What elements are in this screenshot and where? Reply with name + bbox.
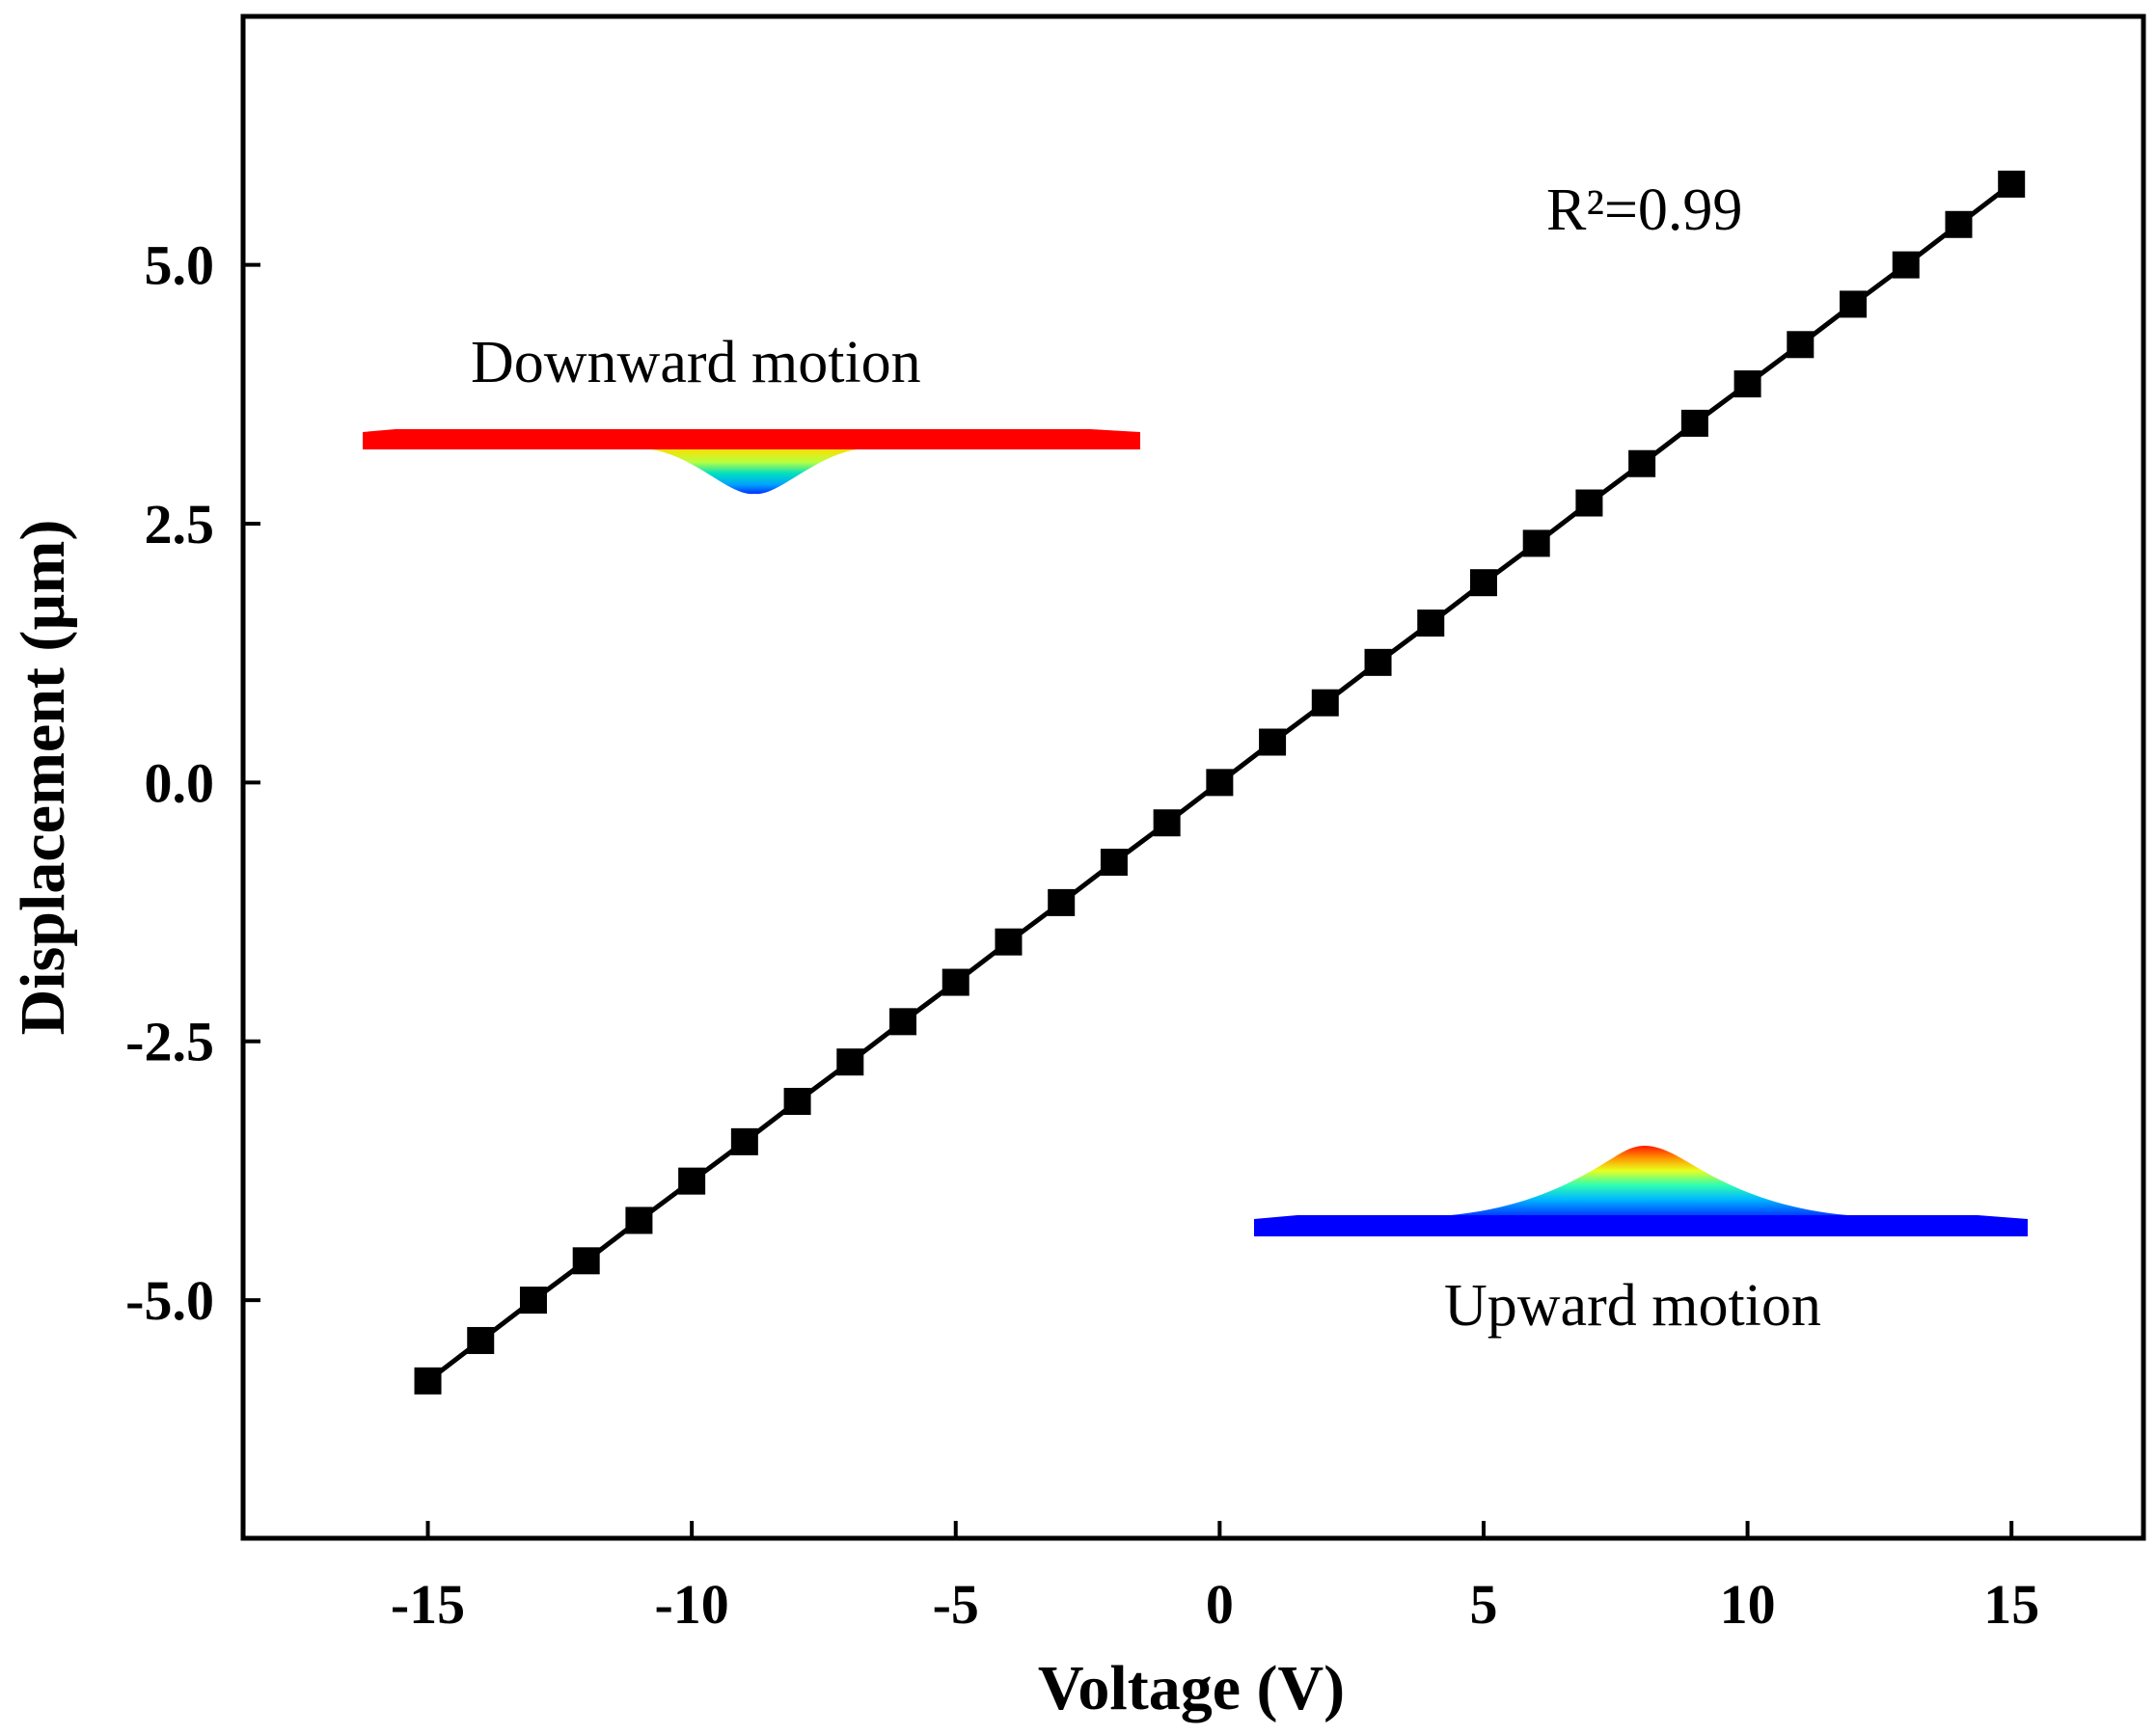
- data-point: [1945, 210, 1973, 238]
- data-point: [783, 1087, 811, 1115]
- y-tick-label: 0.0: [145, 751, 215, 814]
- data-point: [889, 1008, 917, 1036]
- upward-membrane-illustration: [1254, 1146, 2028, 1236]
- data-point: [1206, 769, 1234, 797]
- y-tick-label: -2.5: [125, 1011, 214, 1073]
- plot-frame: [240, 14, 2146, 1541]
- downward-membrane-bar: [363, 429, 1140, 449]
- data-point: [1153, 809, 1181, 837]
- data-point: [1680, 409, 1708, 437]
- data-point: [625, 1206, 653, 1234]
- data-point: [1998, 170, 2026, 198]
- data-point: [1787, 331, 1815, 359]
- series-markers: [414, 170, 2026, 1395]
- y-axis-title: Displacement (µm): [8, 520, 78, 1036]
- data-point: [519, 1287, 547, 1315]
- data-point: [1259, 728, 1287, 756]
- y-tick-label: 5.0: [145, 234, 215, 297]
- data-point: [1575, 489, 1603, 517]
- x-tick-label: 10: [1720, 1573, 1776, 1636]
- x-tick-label: 15: [1983, 1573, 2039, 1636]
- data-point: [1417, 610, 1445, 637]
- x-axis-title: Voltage (V): [1038, 1653, 1345, 1723]
- data-point: [1469, 569, 1497, 597]
- data-point: [1892, 251, 1920, 279]
- y-tick-label: -5.0: [125, 1269, 214, 1332]
- data-point: [1840, 290, 1868, 318]
- data-point: [467, 1326, 495, 1354]
- x-tick-label: -15: [391, 1573, 465, 1636]
- x-tick-label: 0: [1206, 1573, 1234, 1636]
- x-axis-ticks: -15 -10 -5 0 5 10 15: [391, 1521, 2039, 1636]
- data-point: [995, 928, 1023, 956]
- x-tick-label: -10: [654, 1573, 728, 1636]
- data-point: [572, 1247, 600, 1275]
- data-point: [836, 1048, 864, 1076]
- data-point: [730, 1127, 758, 1155]
- data-point: [1733, 370, 1761, 398]
- r-squared-label: R²=0.99: [1546, 177, 1742, 243]
- upward-bump: [1408, 1146, 1891, 1217]
- data-point: [942, 968, 969, 996]
- downward-deflection: [644, 448, 863, 495]
- upward-motion-label: Upward motion: [1444, 1273, 1821, 1339]
- data-point: [1100, 849, 1128, 877]
- data-point: [1048, 888, 1076, 916]
- y-tick-label: 2.5: [145, 493, 215, 556]
- upward-membrane-bar: [1254, 1215, 2028, 1236]
- x-tick-label: -5: [933, 1573, 979, 1636]
- downward-membrane-illustration: [363, 429, 1140, 495]
- data-point: [1311, 689, 1339, 717]
- data-point: [678, 1167, 706, 1195]
- data-point: [1628, 449, 1656, 477]
- x-tick-label: 5: [1469, 1573, 1497, 1636]
- data-point: [1522, 529, 1550, 557]
- y-axis-ticks: -5.0 -2.5 0.0 2.5 5.0: [125, 234, 260, 1332]
- data-point: [414, 1367, 442, 1395]
- downward-motion-label: Downward motion: [471, 330, 921, 395]
- data-point: [1364, 648, 1392, 676]
